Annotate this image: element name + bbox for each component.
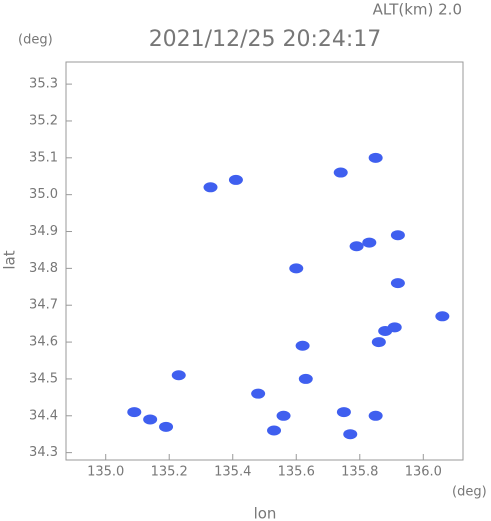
echo xyxy=(228,174,243,185)
y-axis-label: lat xyxy=(1,250,19,269)
echo xyxy=(289,263,304,274)
y-tick-label: 34.6 xyxy=(29,335,58,350)
y-unit: (deg) xyxy=(18,33,53,48)
y-tick-label: 34.4 xyxy=(29,408,58,423)
echo xyxy=(343,429,358,440)
echo xyxy=(390,278,405,289)
echo xyxy=(333,167,348,178)
echo xyxy=(276,410,291,421)
chart-title: 2021/12/25 20:24:17 xyxy=(149,27,382,52)
echo xyxy=(127,407,142,418)
x-tick-label: 136.0 xyxy=(405,465,442,480)
y-tick-label: 34.9 xyxy=(29,224,58,239)
echo xyxy=(387,322,402,333)
x-tick-label: 135.2 xyxy=(151,465,188,480)
echo xyxy=(368,152,383,163)
echo xyxy=(435,311,450,322)
x-tick-label: 135.0 xyxy=(87,465,124,480)
altitude-header: ALT(km) 2.0 xyxy=(373,1,462,19)
echo xyxy=(295,340,310,351)
echo xyxy=(267,425,282,436)
plot-frame xyxy=(65,61,464,461)
echo xyxy=(336,407,351,418)
y-tick-label: 34.5 xyxy=(29,371,58,386)
x-tick-label: 135.4 xyxy=(214,465,251,480)
echo xyxy=(390,230,405,241)
y-tick-label: 35.2 xyxy=(29,113,58,128)
echo xyxy=(349,241,364,252)
echo xyxy=(171,370,186,381)
echo xyxy=(371,337,386,348)
x-tick-label: 135.6 xyxy=(278,465,315,480)
echo xyxy=(159,421,174,432)
y-tick-label: 34.3 xyxy=(29,445,58,460)
echo xyxy=(143,414,158,425)
x-tick-label: 135.8 xyxy=(341,465,378,480)
y-tick-label: 35.3 xyxy=(29,77,58,92)
echo xyxy=(368,410,383,421)
echo xyxy=(362,237,377,248)
x-unit: (deg) xyxy=(452,485,487,500)
echo xyxy=(251,388,266,399)
y-tick-label: 34.7 xyxy=(29,298,58,313)
echo xyxy=(298,373,313,384)
x-axis-label: lon xyxy=(254,505,277,521)
echo xyxy=(203,182,218,193)
y-tick-label: 34.8 xyxy=(29,261,58,276)
y-tick-label: 35.0 xyxy=(29,187,58,202)
y-tick-label: 35.1 xyxy=(29,150,58,165)
